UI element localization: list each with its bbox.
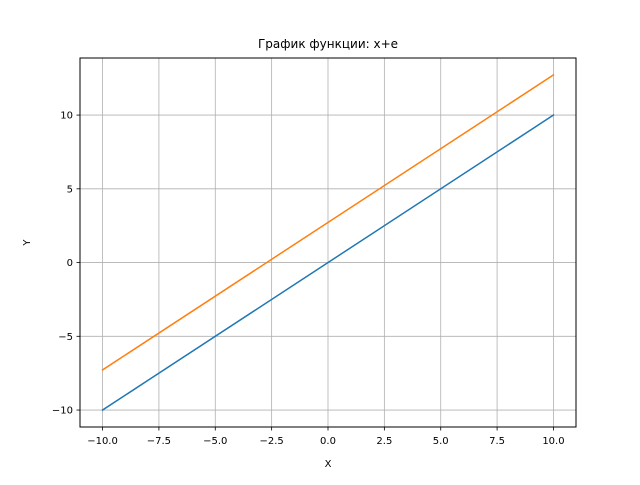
y-tick-label: −10	[52, 406, 73, 417]
series-line-1	[101, 114, 555, 412]
x-tick-label: 0.0	[320, 436, 336, 447]
x-tick-label: 7.5	[489, 436, 505, 447]
x-tick-label: −5.0	[203, 436, 227, 447]
grid	[80, 58, 576, 427]
x-tick-label: 5.0	[433, 436, 449, 447]
y-tick-label: 10	[60, 111, 73, 122]
y-axis-label: Y	[22, 239, 33, 247]
y-tick-label: 5	[67, 184, 73, 195]
x-tick-label: −10.0	[87, 436, 118, 447]
y-axis-ticks: −10 −5 0 5 10	[52, 111, 80, 417]
x-axis-label: X	[325, 459, 332, 470]
x-tick-label: 10.0	[542, 436, 564, 447]
series-layer	[101, 73, 555, 412]
y-tick-label: −5	[58, 332, 73, 343]
x-axis-ticks: −10.0 −7.5 −5.0 −2.5 0.0 2.5 5.0 7.5 10.0	[87, 427, 565, 447]
x-tick-label: −2.5	[259, 436, 283, 447]
y-tick-label: 0	[67, 258, 73, 269]
x-tick-label: 2.5	[376, 436, 392, 447]
series-line-2	[101, 73, 555, 371]
chart-title: График функции: x+e	[258, 37, 398, 51]
x-tick-label: −7.5	[147, 436, 171, 447]
